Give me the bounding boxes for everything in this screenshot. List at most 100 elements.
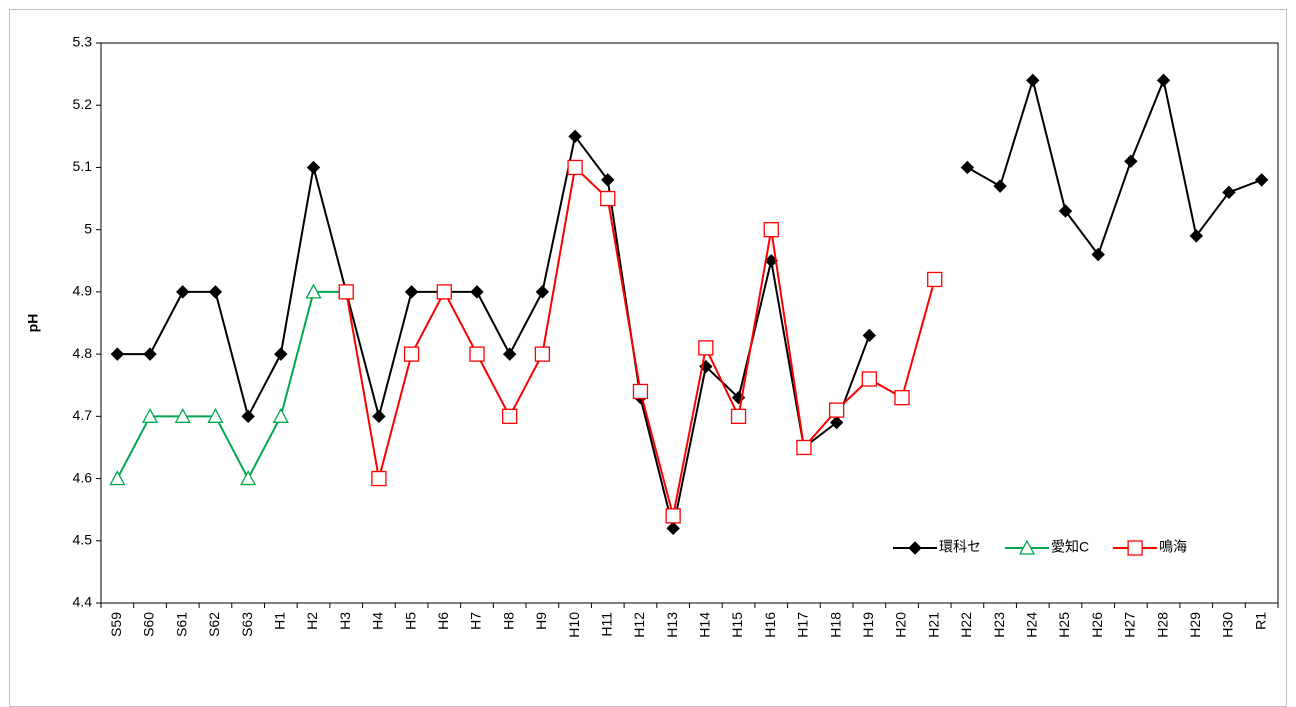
point (927, 271, 943, 288)
point (861, 371, 877, 387)
point (305, 283, 322, 299)
x-tick-label: S63 (239, 612, 255, 637)
point (535, 285, 550, 299)
x-tick-label: H23 (991, 612, 1007, 638)
y-tick-label: 4.6 (73, 469, 93, 485)
point (1026, 73, 1040, 88)
point (665, 508, 681, 524)
x-tick-label: H11 (598, 612, 614, 637)
y-tick-label: 5 (84, 220, 92, 236)
x-tick-label: H18 (827, 612, 843, 638)
point (274, 347, 288, 361)
point (862, 328, 877, 343)
point (240, 470, 257, 486)
x-tick-label: S60 (141, 612, 157, 637)
legend-marker (1018, 539, 1036, 555)
point (730, 408, 747, 424)
point (403, 346, 420, 362)
point (829, 415, 844, 430)
point (241, 409, 255, 424)
point (632, 383, 649, 400)
y-tick-label: 5.3 (73, 34, 93, 50)
x-tick-label: H1 (272, 612, 288, 630)
y-tick-label: 5.1 (73, 158, 93, 174)
x-tick-label: H6 (435, 612, 451, 630)
x-tick-label: H26 (1089, 612, 1105, 638)
chart-border (9, 9, 1287, 707)
x-tick-label: H17 (795, 612, 811, 638)
legend-label: 鳴海 (1159, 539, 1187, 555)
legend-marker (908, 541, 922, 555)
point (470, 285, 484, 299)
point (1156, 73, 1171, 88)
legend-marker (1127, 540, 1143, 556)
point (1254, 173, 1269, 187)
x-tick-label: H22 (958, 612, 974, 638)
y-tick-label: 4.5 (73, 531, 93, 547)
x-tick-label: H24 (1023, 612, 1039, 638)
point (338, 284, 354, 300)
point (143, 347, 157, 361)
x-tick-label: H2 (304, 612, 320, 630)
x-tick-label: H3 (337, 612, 353, 630)
point (371, 470, 387, 487)
x-tick-label: H25 (1056, 612, 1072, 638)
point (796, 439, 812, 456)
x-tick-label: S61 (173, 612, 189, 637)
point (894, 390, 910, 406)
x-tick-label: R1 (1252, 612, 1268, 630)
point (109, 470, 126, 486)
point (176, 285, 190, 299)
x-tick-label: H12 (631, 612, 647, 638)
series-line (116, 290, 347, 481)
x-tick-label: H9 (533, 612, 549, 630)
point (110, 347, 125, 361)
point (534, 346, 551, 362)
x-tick-label: H16 (762, 612, 778, 638)
x-tick-label: H4 (370, 612, 386, 630)
point (372, 409, 386, 424)
y-tick-label: 4.4 (73, 594, 93, 610)
y-axis-title: pH (25, 314, 41, 333)
x-tick-label: H21 (925, 612, 941, 638)
point (272, 407, 289, 423)
x-tick-label: H14 (697, 612, 713, 638)
point (306, 160, 321, 175)
point (208, 285, 223, 299)
x-tick-label: H28 (1154, 612, 1170, 638)
legend-label: 愛知C (1051, 539, 1089, 555)
x-tick-label: H8 (500, 612, 516, 630)
point (698, 340, 714, 356)
point (666, 521, 680, 536)
point (1124, 154, 1138, 168)
x-tick-label: H29 (1187, 612, 1203, 638)
x-tick-label: H5 (402, 612, 418, 630)
point (601, 173, 615, 187)
x-tick-label: S62 (206, 612, 222, 637)
point (600, 190, 616, 207)
point (174, 407, 191, 423)
x-tick-label: S59 (108, 612, 124, 637)
x-tick-label: H30 (1220, 612, 1236, 638)
point (567, 159, 583, 176)
x-tick-label: H27 (1122, 612, 1138, 638)
x-tick-label: H19 (860, 612, 876, 638)
point (502, 408, 518, 424)
y-tick-label: 4.9 (73, 283, 93, 299)
point (993, 179, 1007, 193)
point (404, 285, 419, 299)
point (436, 284, 452, 300)
point (1091, 247, 1105, 262)
x-tick-label: H20 (893, 612, 909, 638)
x-tick-label: H7 (468, 612, 484, 630)
legend-label: 環科セ (939, 539, 981, 555)
x-tick-label: H13 (664, 612, 680, 638)
point (1222, 185, 1236, 200)
point (141, 407, 159, 423)
point (469, 346, 485, 362)
point (828, 402, 845, 418)
point (502, 347, 517, 361)
y-tick-label: 5.2 (73, 96, 93, 112)
point (960, 160, 975, 175)
y-tick-label: 4.8 (73, 345, 93, 361)
